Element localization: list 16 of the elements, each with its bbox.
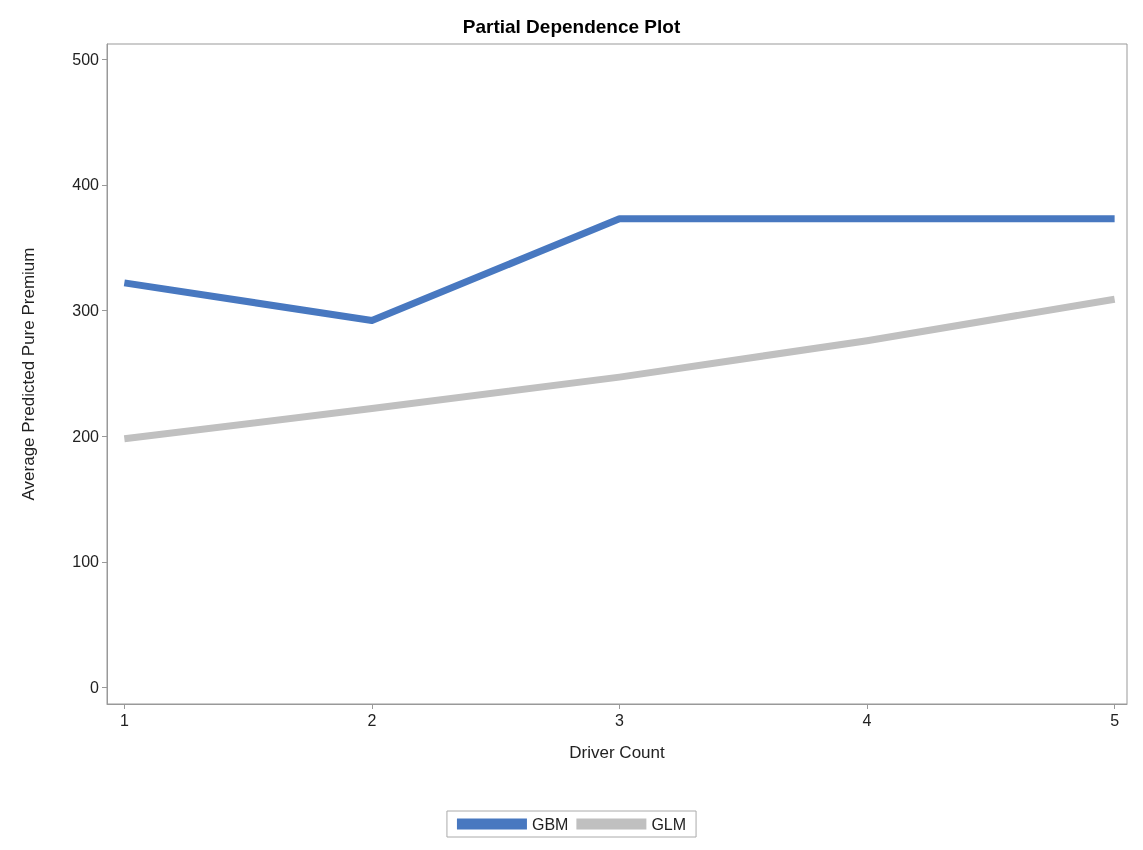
chart-title: Partial Dependence Plot — [462, 16, 681, 37]
legend-label: GLM — [651, 815, 687, 833]
x-tick-label: 1 — [119, 711, 129, 729]
y-tick-label: 100 — [72, 553, 100, 571]
legend-label: GBM — [531, 815, 569, 833]
x-tick-label: 3 — [615, 711, 625, 729]
y-axis-title: Average Predicted Pure Premium — [19, 247, 38, 501]
x-tick-label: 2 — [367, 711, 377, 729]
y-tick-label: 200 — [72, 427, 100, 445]
x-tick-label: 5 — [1110, 711, 1120, 729]
y-tick-label: 500 — [72, 50, 100, 68]
y-tick-label: 300 — [72, 302, 100, 320]
y-tick-label: 0 — [90, 679, 100, 697]
x-tick-label: 4 — [862, 711, 872, 729]
x-axis-title: Driver Count — [569, 743, 665, 762]
y-tick-label: 400 — [72, 176, 100, 194]
